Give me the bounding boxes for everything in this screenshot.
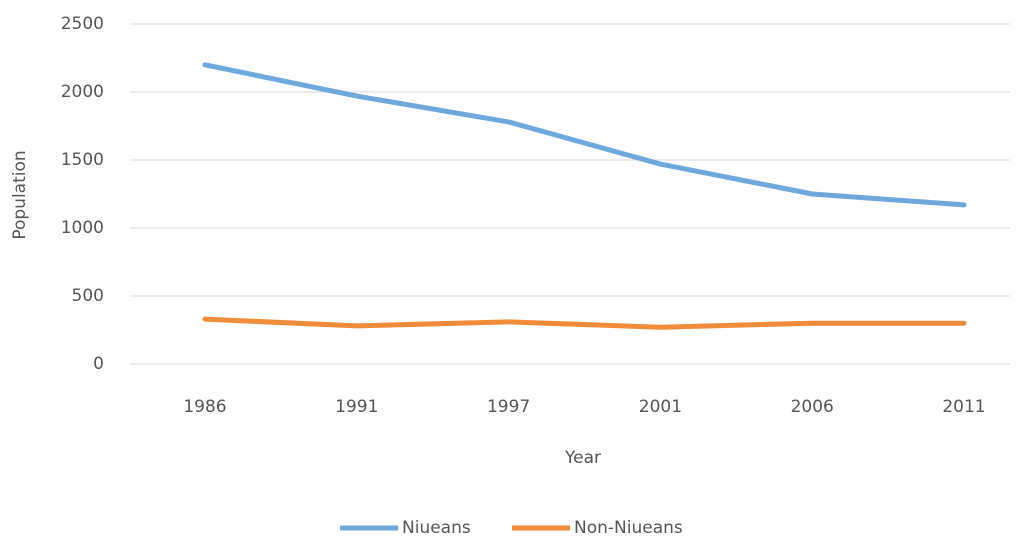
x-axis-title: Year [564, 448, 601, 468]
x-tick-label: 1991 [335, 397, 378, 417]
x-tick-label: 2011 [942, 397, 985, 417]
y-tick-label: 0 [93, 354, 104, 374]
legend-label: Non-Niueans [574, 518, 683, 538]
data-line [202, 316, 967, 330]
y-tick-label: 1000 [61, 218, 104, 238]
y-tick-label: 500 [72, 286, 104, 306]
data-line [202, 62, 967, 208]
y-tick-label: 2500 [61, 14, 104, 34]
legend-label: Niueans [402, 518, 471, 538]
x-tick-label: 1997 [487, 397, 530, 417]
y-tick-label: 2000 [61, 82, 104, 102]
y-tick-label: 1500 [61, 150, 104, 170]
y-axis-title: Population [10, 150, 30, 239]
x-tick-label: 1986 [183, 397, 226, 417]
x-tick-label: 2006 [791, 397, 834, 417]
x-tick-label: 2001 [639, 397, 682, 417]
